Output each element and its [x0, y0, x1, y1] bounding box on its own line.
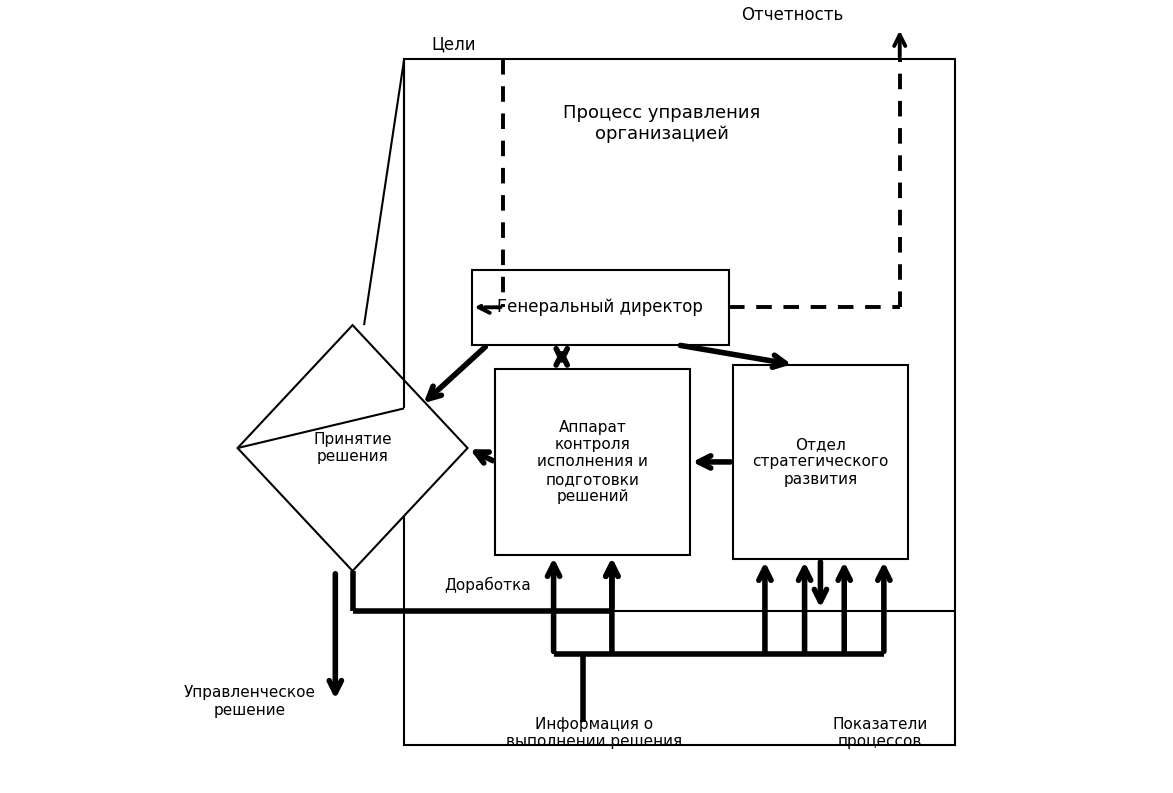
FancyBboxPatch shape	[495, 369, 690, 555]
FancyBboxPatch shape	[472, 270, 730, 345]
Text: Доработка: Доработка	[443, 577, 530, 593]
Text: Отдел
стратегического
развития: Отдел стратегического развития	[752, 437, 889, 487]
Text: Отчетность: Отчетность	[741, 6, 843, 24]
FancyBboxPatch shape	[733, 365, 908, 559]
Text: Информация о
выполнении решения: Информация о выполнении решения	[507, 717, 683, 749]
Text: Цели: Цели	[432, 36, 476, 54]
Polygon shape	[238, 325, 468, 571]
Text: Показатели
процессов: Показатели процессов	[833, 717, 928, 749]
Text: Аппарат
контроля
исполнения и
подготовки
решений: Аппарат контроля исполнения и подготовки…	[537, 419, 647, 504]
Text: Процесс управления
организацией: Процесс управления организацией	[563, 104, 760, 143]
Text: Управленческое
решение: Управленческое решение	[183, 685, 316, 718]
Text: Принятие
решения: Принятие решения	[313, 432, 392, 464]
FancyBboxPatch shape	[405, 59, 955, 745]
Text: Генеральный директор: Генеральный директор	[497, 298, 704, 316]
